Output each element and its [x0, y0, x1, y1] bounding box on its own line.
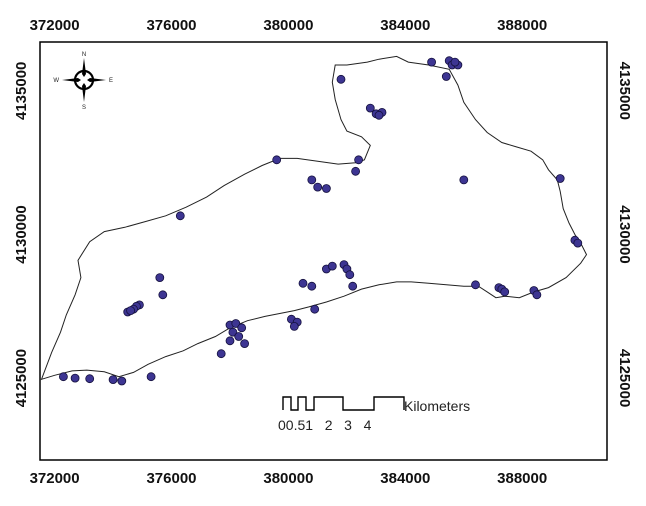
sample-point: [59, 372, 68, 382]
sample-point: [158, 290, 168, 300]
sample-point: [351, 166, 361, 176]
x-tick-label-top: 380000: [263, 17, 313, 34]
sample-point: [365, 103, 375, 113]
scale-bar: Kilometers 00.51 2 3 4: [278, 396, 470, 433]
sample-point: [146, 372, 156, 382]
x-tick-label-top: 388000: [497, 17, 547, 34]
y-tick-label-left: 4130000: [13, 205, 30, 263]
x-tick-label-top: 376000: [146, 17, 196, 34]
sample-point: [228, 327, 238, 337]
left-tick-labels: 4125000 4130000 4135000: [13, 62, 30, 408]
sample-point: [175, 211, 185, 221]
sample-points: [59, 56, 583, 386]
x-tick-label-bottom: 384000: [380, 470, 430, 487]
y-tick-label-right: 4130000: [616, 205, 633, 263]
sample-point: [471, 280, 480, 290]
compass-w-label: W: [53, 78, 59, 84]
north-arrow-compass-icon: N S E W: [53, 52, 113, 111]
x-tick-label-bottom: 376000: [146, 470, 196, 487]
sample-point: [345, 270, 355, 280]
sample-point: [155, 273, 165, 283]
sample-point: [427, 57, 437, 67]
sample-point: [348, 281, 358, 291]
sample-point: [310, 304, 320, 314]
sample-point: [321, 184, 331, 193]
y-tick-label-left: 4135000: [13, 62, 30, 120]
sample-point: [85, 374, 95, 384]
sample-point: [234, 332, 244, 341]
sample-point: [108, 375, 118, 385]
sample-point: [500, 287, 510, 297]
sample-point: [231, 319, 241, 328]
scale-unit-label: Kilometers: [404, 398, 470, 414]
compass-n-label: N: [82, 52, 86, 58]
sample-point: [117, 376, 127, 386]
sample-point: [216, 349, 226, 359]
sample-point: [555, 174, 565, 183]
sample-point: [313, 182, 323, 192]
sample-point: [272, 155, 282, 165]
top-tick-labels: 372000 376000 380000 384000 388000: [30, 17, 548, 34]
y-tick-label-right: 4125000: [616, 349, 633, 407]
compass-e-label: E: [109, 78, 113, 84]
sample-point: [441, 72, 451, 81]
x-tick-label-bottom: 388000: [497, 470, 547, 487]
sample-point: [126, 306, 136, 316]
sample-point: [459, 175, 469, 185]
sample-point: [240, 339, 250, 349]
sample-point: [336, 74, 346, 84]
x-tick-label-top: 384000: [380, 17, 430, 34]
bottom-tick-labels: 372000 376000 380000 384000 388000: [30, 470, 548, 487]
study-area-boundary: [40, 55, 588, 381]
x-tick-label-bottom: 380000: [263, 470, 313, 487]
sample-point: [289, 321, 299, 331]
map-frame: [39, 41, 608, 461]
sample-point: [237, 323, 247, 333]
right-tick-labels: 4125000 4130000 4135000: [616, 62, 633, 408]
sample-point: [374, 110, 384, 120]
sample-point: [307, 175, 317, 185]
sample-point: [354, 155, 364, 165]
sample-point: [450, 57, 460, 67]
x-tick-label-bottom: 372000: [30, 470, 80, 487]
sample-point: [327, 261, 337, 271]
y-tick-label-left: 4125000: [13, 349, 30, 407]
sample-point: [532, 290, 542, 300]
scale-distance-labels: 00.51 2 3 4: [278, 417, 372, 433]
sample-point: [573, 238, 583, 248]
y-tick-label-right: 4135000: [616, 62, 633, 120]
sample-point: [298, 278, 308, 288]
compass-s-label: S: [82, 105, 86, 111]
sample-point: [70, 373, 80, 383]
sample-point: [307, 281, 317, 291]
x-tick-label-top: 372000: [30, 17, 80, 34]
sample-point: [225, 336, 235, 346]
